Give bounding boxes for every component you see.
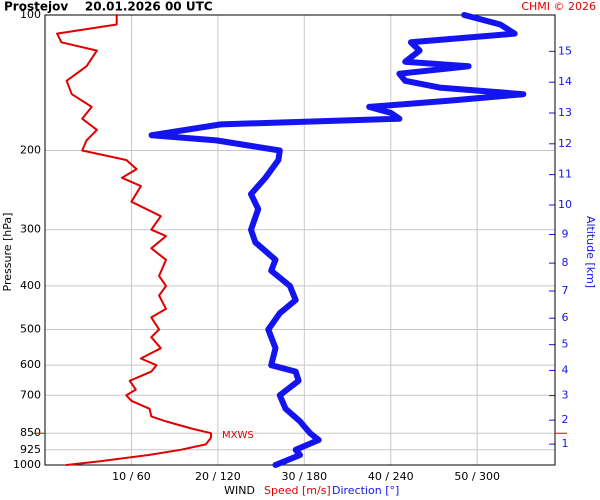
y2-tick-label: 13 [558,106,572,119]
y2-tick-label: 10 [558,198,572,211]
x-tick-label: 30 / 180 [281,470,327,483]
y2-tick-label: 5 [562,338,569,351]
y2-tick-label: 15 [558,44,572,57]
plot-frame [44,14,556,466]
y-tick-label: 850 [20,426,41,439]
series-line [148,12,527,468]
y2-tick-label: 14 [558,75,572,88]
y-tick-label: 300 [20,223,41,236]
y-tick-label: 600 [20,358,41,371]
y-tick-label: 400 [20,279,41,292]
y-tick-label: 200 [20,143,41,156]
y-tick-label: 100 [20,8,41,21]
y2-tick-label: 6 [562,311,569,324]
y-tick-label: 925 [20,443,41,456]
y2-tick-label: 12 [558,137,572,150]
y-tick-label: 500 [20,323,41,336]
y2-tick-label: 7 [562,284,569,297]
y2-tick-label: 8 [562,256,569,269]
x-tick-label: 20 / 120 [195,470,241,483]
y-tick-label: 1000 [13,458,41,471]
x-tick-label: 10 / 60 [112,470,151,483]
y2-axis-label: Altitude [km] [584,216,597,288]
y2-tick-label: 2 [562,413,569,426]
series-line [56,14,212,466]
x-tick-label: 50 / 300 [454,470,500,483]
credit: CHMI © 2026 [521,0,596,13]
y2-tick-label: 4 [562,363,569,376]
chart-title: Prostejov 20.01.2026 00 UTC [4,0,213,14]
legend-entry: Direction [°] [332,484,399,497]
y-tick-label: 700 [20,388,41,401]
annotation: MXWS [222,430,254,441]
legend-entry: Speed [m/s] [264,484,331,497]
y2-tick-label: 9 [562,227,569,240]
x-tick-label: 40 / 240 [368,470,414,483]
y-axis-label: Pressure [hPa] [1,213,14,292]
y2-tick-label: 1 [562,437,569,450]
y2-tick-label: 3 [562,389,569,402]
x-axis-label: WIND [224,484,255,497]
y2-tick-label: 11 [558,168,572,181]
